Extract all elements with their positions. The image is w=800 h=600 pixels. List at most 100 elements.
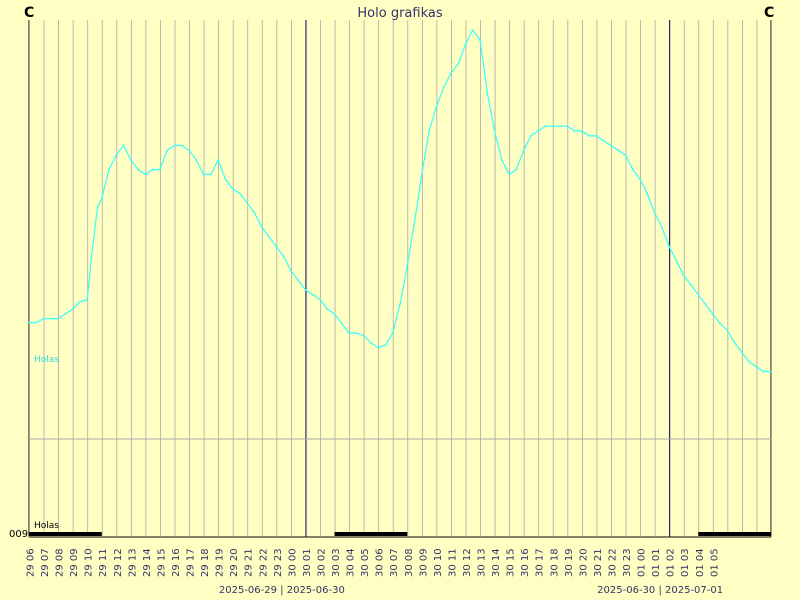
data-point	[697, 293, 700, 296]
date-label-2: 2025-06-30 | 2025-07-01	[597, 585, 724, 596]
x-tick-label: 29 20	[229, 548, 240, 577]
x-tick-label: 30 00	[287, 548, 298, 577]
x-tick-label: 29 09	[69, 548, 80, 577]
date-label-1: 2025-06-29 | 2025-06-30	[218, 585, 345, 596]
data-point	[450, 72, 452, 75]
data-point	[144, 173, 147, 176]
series-line	[29, 28, 771, 373]
data-point	[770, 370, 772, 373]
data-point	[646, 192, 649, 195]
data-point	[391, 332, 394, 335]
x-tick-label: 30 06	[375, 548, 386, 577]
data-point	[180, 144, 183, 147]
data-point	[559, 125, 561, 128]
data-point	[602, 139, 605, 142]
data-point	[209, 173, 212, 176]
x-tick-label: 29 07	[40, 548, 51, 577]
status-segment	[698, 532, 771, 536]
x-tick-label: 29 19	[215, 548, 226, 577]
data-point	[748, 361, 751, 363]
x-tick-label: 30 07	[389, 548, 400, 577]
x-tick-label: 01 01	[651, 548, 662, 577]
data-point	[522, 149, 525, 152]
data-point	[231, 187, 234, 190]
data-point	[428, 130, 430, 132]
x-tick-label: 29 12	[113, 548, 124, 577]
data-point	[675, 260, 678, 262]
data-point	[595, 134, 598, 137]
data-point	[413, 221, 416, 224]
x-tick-label: 29 23	[273, 548, 284, 577]
x-tick-label: 30 05	[360, 548, 371, 577]
x-tick-label: 29 06	[26, 548, 37, 577]
x-tick-label: 30 23	[622, 548, 633, 577]
data-point	[71, 308, 74, 310]
x-tick-label: 30 11	[447, 548, 458, 577]
x-tick-label: 30 14	[491, 548, 502, 577]
data-point	[755, 365, 758, 368]
data-point	[239, 192, 241, 195]
x-tick-label: 30 01	[302, 548, 313, 577]
data-point	[588, 134, 591, 137]
data-point	[151, 168, 154, 171]
data-point	[711, 312, 714, 315]
data-point	[333, 312, 336, 315]
data-point	[348, 332, 350, 335]
x-tick-label: 01 05	[709, 548, 720, 577]
data-point	[319, 298, 321, 301]
data-point	[733, 341, 736, 344]
data-point	[653, 211, 656, 214]
x-tick-label: 29 13	[127, 548, 138, 577]
data-point	[551, 125, 554, 128]
x-tick-label: 29 14	[142, 548, 153, 577]
data-point	[90, 255, 93, 258]
data-point	[79, 300, 81, 303]
data-point	[508, 173, 511, 176]
x-tick-label: 30 04	[346, 548, 357, 577]
data-point	[86, 298, 89, 301]
data-point	[159, 168, 161, 171]
x-tick-label: 30 10	[433, 548, 444, 577]
data-point	[493, 130, 496, 132]
data-point	[28, 321, 30, 324]
x-tick-label: 30 20	[578, 548, 589, 577]
data-point	[624, 154, 627, 157]
data-point	[35, 321, 38, 324]
data-point	[297, 279, 300, 282]
data-point	[370, 341, 372, 344]
data-point	[399, 303, 401, 306]
data-point	[304, 288, 307, 291]
x-tick-label: 01 03	[680, 548, 691, 577]
data-point	[311, 293, 314, 296]
x-tick-label: 30 02	[316, 548, 327, 577]
x-tick-label: 29 21	[244, 548, 255, 577]
series-label: Holas	[34, 355, 59, 365]
data-point	[282, 255, 285, 258]
data-point	[362, 334, 365, 337]
data-point	[515, 168, 518, 171]
x-tick-label: 30 21	[593, 548, 604, 577]
data-point	[726, 329, 729, 332]
x-tick-label: 30 03	[331, 548, 342, 577]
data-point	[166, 149, 169, 152]
corner-label-right: C	[764, 5, 775, 21]
data-point	[719, 322, 721, 325]
x-tick-label: 30 19	[564, 548, 575, 577]
y-tick-label: 009	[9, 529, 29, 540]
data-point	[420, 173, 423, 176]
data-point	[57, 317, 59, 320]
data-point	[479, 38, 481, 41]
data-point	[260, 226, 263, 229]
data-point	[246, 202, 249, 205]
data-point	[253, 211, 256, 214]
data-point	[100, 197, 103, 200]
data-point	[668, 245, 671, 248]
data-point	[275, 245, 278, 248]
x-tick-label: 01 00	[637, 548, 648, 577]
x-tick-label: 30 09	[418, 548, 429, 577]
data-point	[49, 317, 52, 320]
x-tick-label: 29 22	[258, 548, 269, 577]
x-tick-label: 30 13	[477, 548, 488, 577]
x-tick-label: 29 17	[186, 548, 197, 577]
data-point	[704, 303, 707, 306]
